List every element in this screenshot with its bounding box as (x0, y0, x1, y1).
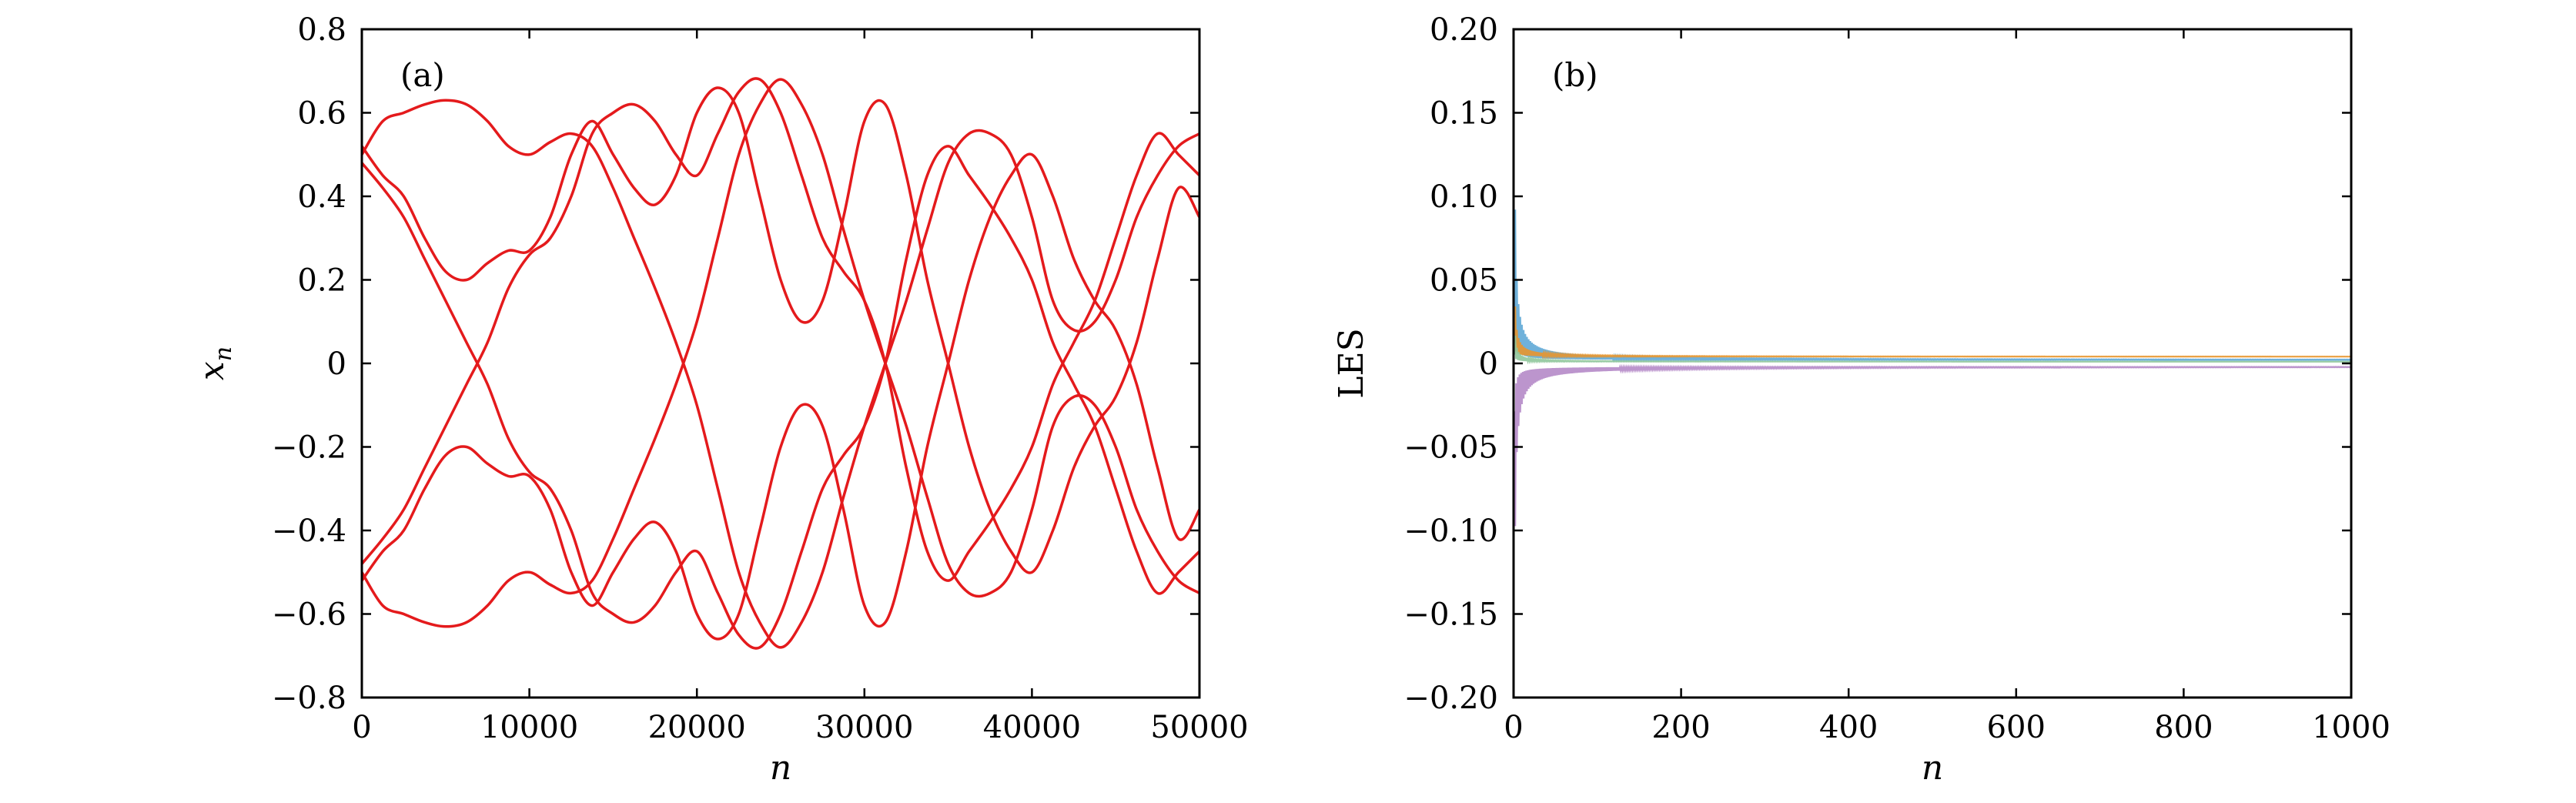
y-tick-label: 0.05 (1430, 263, 1498, 299)
panel-a-label: (a) (400, 56, 445, 94)
x-tick-label: 600 (1987, 710, 2046, 745)
panel-a-series-group (360, 77, 1201, 650)
panel-b-frame (1512, 28, 2353, 699)
y-tick-label: −0.20 (1403, 681, 1498, 716)
y-tick-label: −0.05 (1403, 430, 1498, 466)
orbit-line-5 (360, 145, 1201, 650)
orbit-line-2 (360, 78, 1200, 628)
x-tick-label: 1000 (2312, 710, 2390, 745)
y-tick-label: 0.4 (297, 179, 346, 215)
les-line-1 (1513, 209, 2352, 363)
panel-b-ticks: 0 200 400 600 800 1000 0.20 0.15 0.10 0.05 0 −0.05 −… (1403, 12, 2390, 745)
panel-b-series-group (1513, 209, 2352, 527)
y-tick-label: 0 (1479, 346, 1498, 382)
y-tick-label: 0.2 (297, 263, 346, 299)
x-tick-label: 0 (352, 710, 371, 745)
panel-b-x-label: n (1922, 748, 1943, 788)
x-tick-label: 0 (1504, 710, 1523, 745)
panel-b-y-label: LES (1332, 328, 1371, 398)
y-tick-label: 0.6 (297, 96, 346, 132)
x-tick-label: 50000 (1150, 710, 1248, 745)
x-tick-label: 30000 (815, 710, 913, 745)
y-tick-label: 0.8 (297, 12, 346, 48)
y-tick-label: −0.15 (1403, 597, 1498, 633)
orbit-line-4 (360, 152, 1201, 641)
les-line-2 (1513, 306, 2352, 360)
orbit-line-6 (360, 77, 1201, 582)
panel-a-y-label: xn (192, 346, 237, 380)
les-line-3 (1513, 336, 2352, 365)
orbit-line-1 (360, 99, 1200, 649)
x-tick-label: 200 (1651, 710, 1710, 745)
x-tick-label: 40000 (983, 710, 1081, 745)
y-tick-label: −0.2 (272, 430, 346, 466)
les-line-4 (1513, 363, 2352, 527)
panel-a-frame (360, 28, 1201, 699)
x-tick-label: 20000 (648, 710, 746, 745)
panel-a-x-label: n (770, 748, 791, 788)
y-tick-label: 0.15 (1430, 96, 1498, 132)
panel-b: 0 200 400 600 800 1000 0.20 0.15 0.10 0.05 0 −0.05 −… (1332, 12, 2390, 788)
y-tick-label: −0.6 (272, 597, 346, 633)
y-tick-label: 0 (327, 346, 346, 382)
panel-a-ticks: 0 10000 20000 30000 40000 500000.80.60.40.20−… (272, 12, 1249, 745)
panel-b-label: (b) (1552, 56, 1598, 94)
y-tick-label: −0.10 (1403, 514, 1498, 549)
x-tick-label: 800 (2154, 710, 2213, 745)
x-tick-label: 10000 (480, 710, 578, 745)
x-tick-label: 400 (1819, 710, 1878, 745)
orbit-line-3 (360, 86, 1201, 574)
y-tick-label: −0.4 (272, 514, 346, 549)
y-tick-label: 0.10 (1430, 179, 1498, 215)
y-tick-label: −0.8 (272, 681, 346, 716)
panel-a: 0 10000 20000 30000 40000 500000.80.60.40.20−… (192, 12, 1249, 788)
y-tick-label: 0.20 (1430, 12, 1498, 48)
